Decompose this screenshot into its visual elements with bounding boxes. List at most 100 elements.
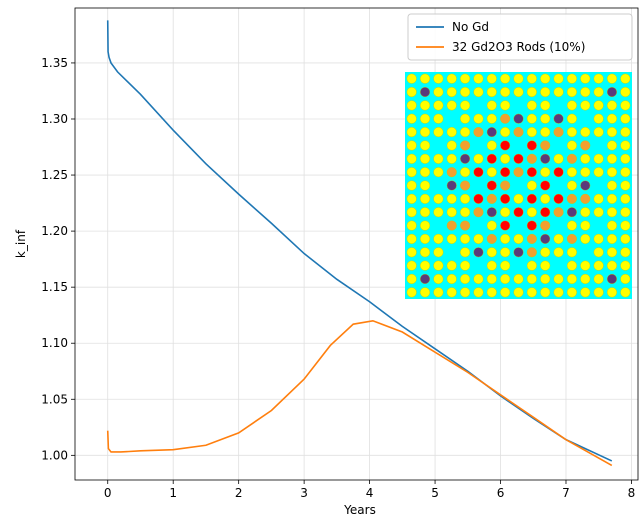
fuel-pin — [526, 287, 537, 298]
fuel-pin — [620, 127, 631, 138]
fuel-pin — [526, 180, 537, 191]
fuel-pin — [606, 220, 617, 231]
fuel-pin — [420, 247, 431, 258]
fuel-pin — [526, 193, 537, 204]
fuel-pin — [620, 167, 631, 178]
fuel-pin — [433, 167, 444, 178]
fuel-pin — [446, 180, 457, 191]
fuel-pin — [553, 73, 564, 84]
fuel-pin — [420, 273, 431, 284]
fuel-pin — [540, 207, 551, 218]
fuel-pin — [406, 287, 417, 298]
plot-frame — [74, 7, 639, 481]
fuel-pin — [473, 247, 484, 258]
legend-box — [407, 13, 633, 61]
fuel-pin — [606, 273, 617, 284]
legend-label: 32 Gd2O3 Rods (10%) — [452, 40, 585, 54]
fuel-pin — [473, 127, 484, 138]
fuel-pin — [420, 180, 431, 191]
fuel-pin — [460, 113, 471, 124]
fuel-pin — [580, 127, 591, 138]
fuel-pin — [513, 273, 524, 284]
fuel-pin — [446, 233, 457, 244]
fuel-pin — [500, 180, 511, 191]
fuel-pin — [420, 220, 431, 231]
fuel-pin — [526, 100, 537, 111]
fuel-pin — [566, 73, 577, 84]
y-tick-label: 1.35 — [41, 56, 68, 70]
fuel-pin — [446, 207, 457, 218]
fuel-pin — [606, 207, 617, 218]
fuel-pin — [593, 193, 604, 204]
fuel-pin — [606, 167, 617, 178]
fuel-pin — [620, 100, 631, 111]
fuel-pin — [433, 73, 444, 84]
fuel-pin — [620, 207, 631, 218]
fuel-pin — [580, 153, 591, 164]
fuel-pin — [406, 260, 417, 271]
fuel-pin — [420, 87, 431, 98]
fuel-pin — [420, 167, 431, 178]
fuel-pin — [540, 247, 551, 258]
fuel-pin — [486, 153, 497, 164]
fuel-pin — [606, 100, 617, 111]
fuel-pin — [420, 127, 431, 138]
x-axis-label: Years — [343, 503, 376, 517]
fuel-pin — [513, 153, 524, 164]
fuel-pin — [473, 207, 484, 218]
fuel-pin — [500, 287, 511, 298]
fuel-pin — [620, 247, 631, 258]
fuel-pin — [580, 287, 591, 298]
fuel-pin — [460, 260, 471, 271]
fuel-pin — [566, 127, 577, 138]
fuel-pin — [460, 247, 471, 258]
fuel-pin — [620, 233, 631, 244]
fuel-pin — [540, 100, 551, 111]
fuel-pin — [500, 260, 511, 271]
fuel-pin — [420, 260, 431, 271]
fuel-pin — [433, 260, 444, 271]
fuel-pin — [446, 140, 457, 151]
fuel-pin — [433, 113, 444, 124]
fuel-pin — [553, 127, 564, 138]
fuel-pin — [513, 207, 524, 218]
fuel-pin — [460, 193, 471, 204]
fuel-pin — [593, 73, 604, 84]
fuel-pin — [593, 273, 604, 284]
fuel-pin — [580, 260, 591, 271]
fuel-pin — [580, 220, 591, 231]
fuel-pin — [486, 73, 497, 84]
fuel-pin — [500, 113, 511, 124]
fuel-pin — [446, 73, 457, 84]
fuel-pin — [540, 220, 551, 231]
fuel-pin — [540, 180, 551, 191]
fuel-pin — [620, 87, 631, 98]
fuel-pin — [420, 233, 431, 244]
fuel-pin — [460, 127, 471, 138]
fuel-pin — [433, 193, 444, 204]
fuel-pin — [553, 207, 564, 218]
fuel-pin — [566, 233, 577, 244]
fuel-pin — [513, 167, 524, 178]
fuel-pin — [406, 273, 417, 284]
fuel-pin — [620, 140, 631, 151]
fuel-pin — [513, 287, 524, 298]
fuel-pin — [540, 167, 551, 178]
fuel-pin — [606, 73, 617, 84]
fuel-pin — [406, 153, 417, 164]
fuel-pin — [486, 167, 497, 178]
y-tick-label: 1.25 — [41, 168, 68, 182]
fuel-pin — [620, 113, 631, 124]
fuel-pin — [433, 153, 444, 164]
fuel-pin — [566, 180, 577, 191]
fuel-pin — [433, 273, 444, 284]
fuel-pin — [486, 247, 497, 258]
fuel-pin — [500, 220, 511, 231]
fuel-pin — [460, 153, 471, 164]
fuel-pin — [500, 167, 511, 178]
fuel-pin — [513, 113, 524, 124]
fuel-pin — [460, 140, 471, 151]
fuel-pin — [553, 113, 564, 124]
fuel-pin — [500, 73, 511, 84]
